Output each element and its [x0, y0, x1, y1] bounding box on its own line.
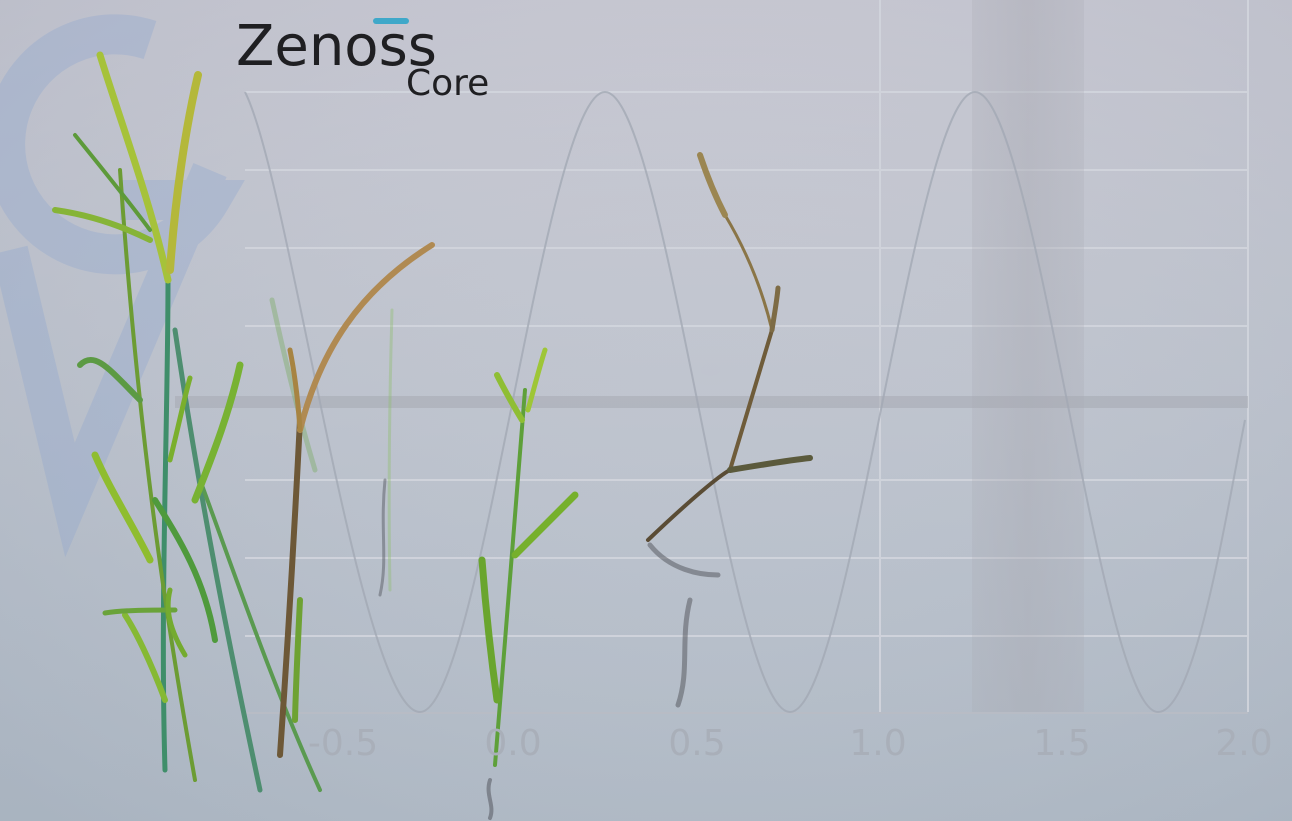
- wallpaper-curve: [244, 90, 1246, 714]
- grass-illustration: [52, 51, 813, 820]
- logo-wordmark: Zenoss: [236, 14, 437, 79]
- wallpaper-highlight-band: [972, 0, 1084, 712]
- logo-subtitle: Core: [406, 63, 490, 104]
- axis-tick-label: 1.0: [849, 723, 907, 764]
- axis-tick-label: -0.5: [307, 723, 379, 764]
- zenoss-core-logo: Zenoss Core: [236, 14, 516, 106]
- axis-tick-label: 0.0: [484, 723, 542, 764]
- axis-tick-label: 0.5: [668, 723, 726, 764]
- logo-swoosh-icon: [373, 18, 409, 24]
- axis-tick-label: 2.0: [1215, 723, 1273, 764]
- wallpaper-grid: [245, 0, 1249, 712]
- axis-tick-label: 1.5: [1033, 723, 1091, 764]
